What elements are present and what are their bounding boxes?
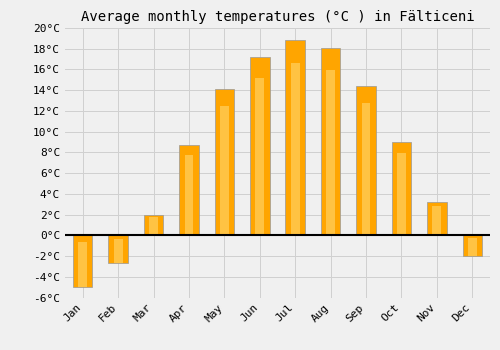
Bar xyxy=(250,57,270,235)
Title: Average monthly temperatures (°C ) in Fälticeni: Average monthly temperatures (°C ) in Fä… xyxy=(80,10,474,24)
Bar xyxy=(73,235,92,287)
Bar xyxy=(392,142,411,235)
Bar xyxy=(326,70,335,235)
Bar xyxy=(362,104,370,235)
Bar xyxy=(291,63,300,235)
Bar xyxy=(184,155,194,235)
Bar xyxy=(356,86,376,235)
Bar xyxy=(214,89,234,235)
Bar xyxy=(144,215,164,235)
Bar xyxy=(432,205,442,235)
Bar xyxy=(427,202,446,235)
Bar xyxy=(397,153,406,235)
Bar xyxy=(256,78,264,235)
Bar xyxy=(78,241,87,287)
Bar xyxy=(468,238,476,256)
Bar xyxy=(286,41,305,235)
Bar xyxy=(321,48,340,235)
Bar xyxy=(179,145,199,235)
Bar xyxy=(220,106,229,235)
Bar xyxy=(149,217,158,235)
Bar xyxy=(462,235,482,256)
Bar xyxy=(114,239,122,263)
Bar xyxy=(108,235,128,263)
